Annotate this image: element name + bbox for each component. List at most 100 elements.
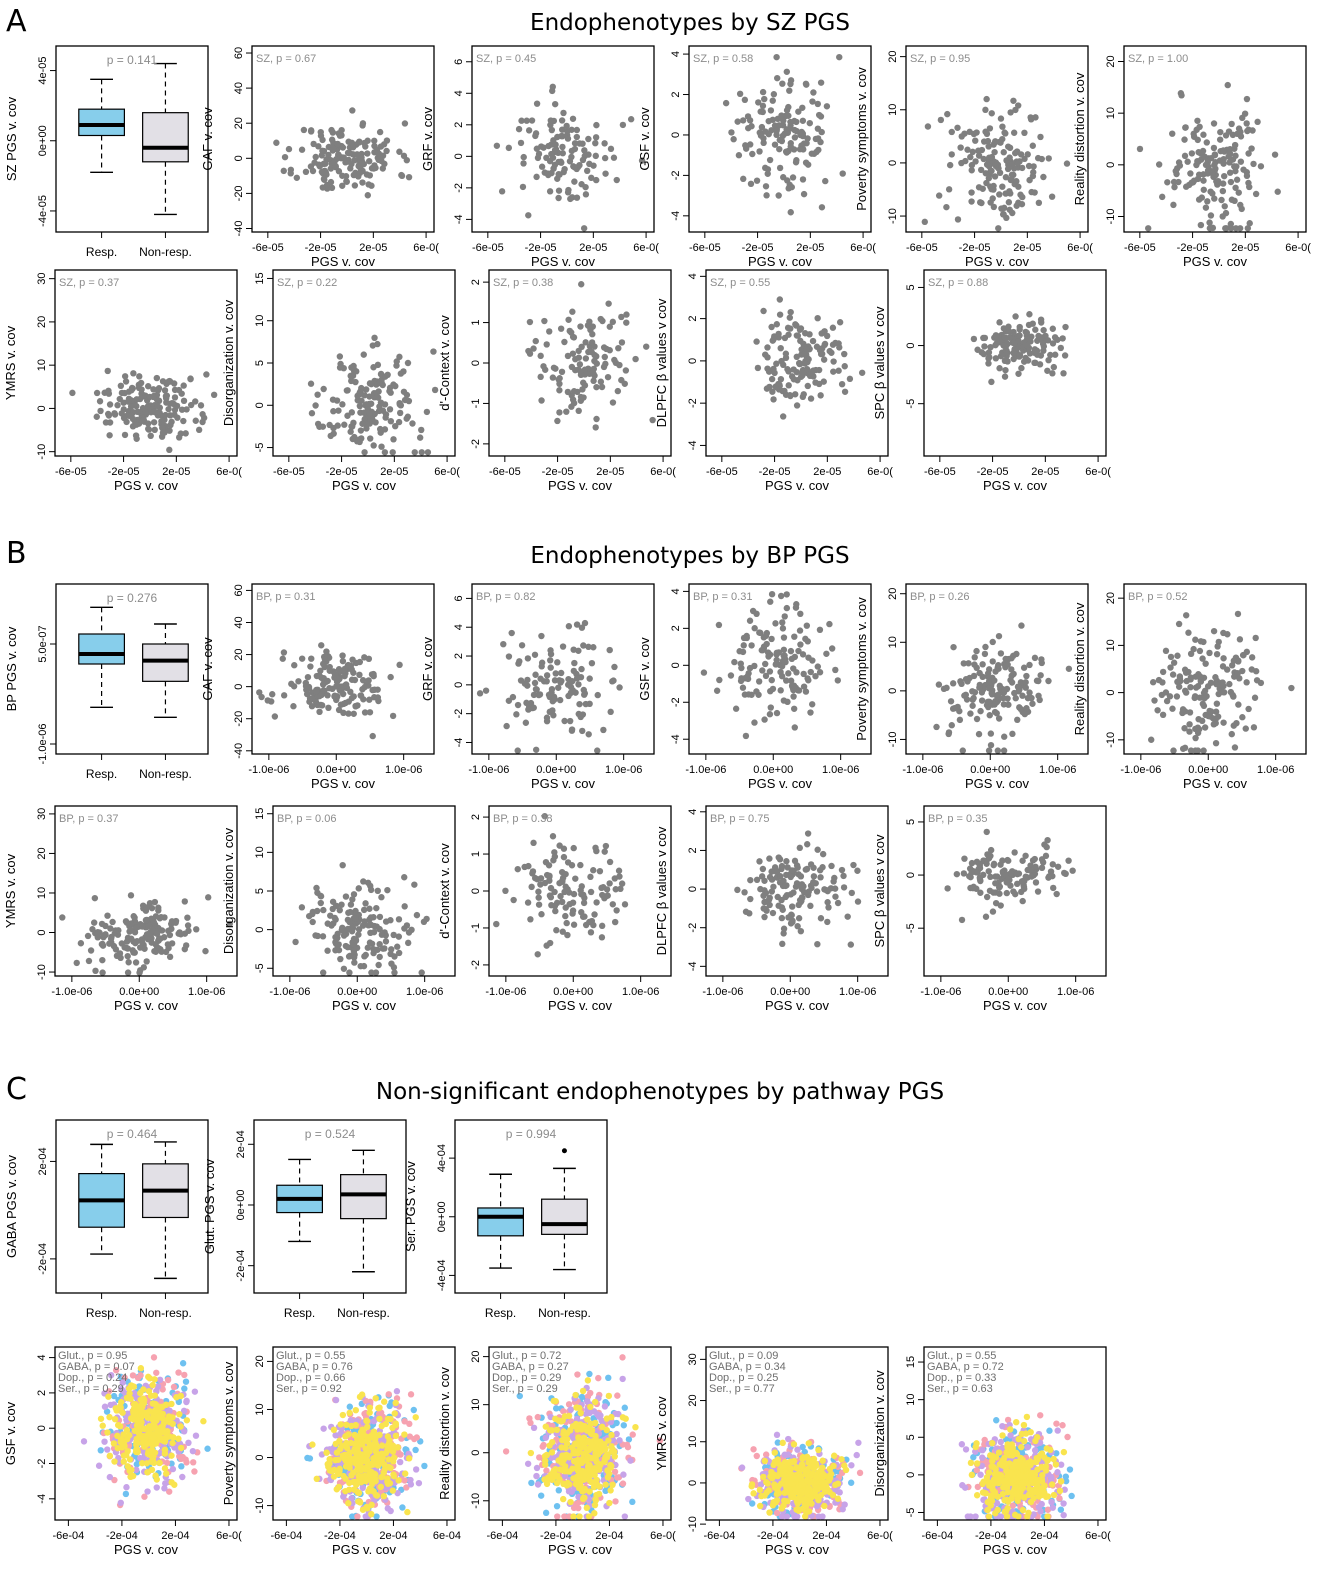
scatter-point bbox=[559, 143, 566, 151]
scatter-point bbox=[1187, 683, 1194, 691]
scatter-point bbox=[1200, 131, 1207, 138]
scatter-point bbox=[561, 717, 568, 725]
y-tick-label: 2 bbox=[687, 847, 699, 853]
scatter-point bbox=[557, 893, 564, 900]
scatter-point bbox=[1045, 874, 1052, 881]
scatter-point bbox=[332, 947, 339, 954]
scatter-point-ser bbox=[134, 1416, 141, 1423]
scatter-point bbox=[976, 669, 983, 677]
scatter-point-glut bbox=[410, 1406, 417, 1414]
scatter-point bbox=[746, 664, 754, 672]
p-value-label: p = 0.524 bbox=[305, 1127, 356, 1141]
scatter-point bbox=[581, 691, 588, 698]
scatter-point bbox=[968, 189, 975, 196]
scatter-point bbox=[314, 391, 321, 398]
scatter-point bbox=[97, 407, 104, 415]
scatter-point bbox=[360, 878, 367, 885]
scatter-point bbox=[558, 117, 566, 124]
scatter-point bbox=[85, 957, 93, 965]
scatter-point bbox=[360, 351, 367, 358]
box-iqr bbox=[477, 1207, 524, 1237]
scatter-point bbox=[1232, 184, 1239, 191]
y-tick-label: 15 bbox=[254, 808, 266, 820]
scatter-point bbox=[794, 923, 801, 930]
scatter-point bbox=[159, 424, 166, 432]
scatter-point bbox=[1012, 149, 1019, 157]
scatter-point bbox=[143, 931, 151, 938]
scatter-point bbox=[127, 927, 134, 934]
scatter-point bbox=[1154, 707, 1161, 714]
scatter-point bbox=[971, 654, 978, 661]
scatter-point bbox=[353, 368, 360, 375]
scatter-point bbox=[337, 701, 345, 708]
scatter-point bbox=[979, 661, 986, 668]
y-tick-label: 0 bbox=[1105, 162, 1117, 168]
scatter-point bbox=[350, 419, 357, 427]
scatter-point bbox=[556, 387, 563, 394]
scatter-point-glut bbox=[625, 1436, 633, 1443]
scatter-point bbox=[69, 389, 76, 397]
scatter-point bbox=[329, 129, 337, 136]
scatter-point bbox=[649, 416, 656, 424]
scatter-point bbox=[976, 199, 984, 206]
x-tick-label: -2e-05 bbox=[977, 466, 1009, 478]
scatter-point bbox=[817, 138, 824, 146]
scatter-point bbox=[742, 142, 749, 149]
scatter-point bbox=[1181, 666, 1189, 673]
scatter-point-ser bbox=[171, 1481, 178, 1488]
y-tick-label: 2 bbox=[470, 279, 482, 285]
scatter-point bbox=[155, 386, 162, 394]
scatter-point bbox=[1032, 326, 1039, 333]
scatter-point bbox=[1204, 198, 1211, 205]
scatter-point bbox=[791, 134, 799, 141]
scatter-point bbox=[600, 726, 607, 734]
scatter-point bbox=[358, 397, 365, 404]
scatter-point bbox=[768, 323, 775, 331]
scatter-point bbox=[797, 610, 804, 618]
scatter-point bbox=[1031, 654, 1039, 662]
scatter-point bbox=[173, 402, 181, 410]
scatter-point-ser bbox=[370, 1455, 377, 1462]
scatter-point bbox=[346, 918, 353, 926]
scatter-point bbox=[586, 318, 593, 325]
scatter-point bbox=[557, 325, 565, 332]
stat-annotation: BP, p = 0.35 bbox=[928, 813, 987, 825]
y-tick-label: -1 bbox=[470, 923, 482, 933]
scatter-point bbox=[1246, 183, 1253, 191]
scatter-point bbox=[810, 864, 817, 871]
scatter-point bbox=[1044, 367, 1051, 374]
scatter-point bbox=[476, 690, 484, 697]
scatter-point bbox=[367, 921, 375, 929]
scatter-point bbox=[812, 672, 819, 680]
scatter-point bbox=[548, 169, 555, 177]
scatter-point bbox=[1050, 884, 1057, 892]
scatter-point bbox=[996, 169, 1004, 177]
scatter-point bbox=[1005, 199, 1013, 206]
scatter-point-dop bbox=[191, 1388, 199, 1395]
scatter-point bbox=[1243, 95, 1251, 103]
scatter-point bbox=[1006, 154, 1013, 161]
scatter-point-gaba bbox=[137, 1372, 144, 1379]
scatter-point-ser bbox=[131, 1427, 139, 1435]
scatter-point bbox=[370, 442, 377, 449]
scatter-point bbox=[396, 148, 403, 155]
scatter-point bbox=[548, 685, 556, 693]
scatter-point bbox=[1022, 354, 1029, 362]
scatter-point bbox=[530, 839, 537, 847]
scatter-point bbox=[138, 386, 145, 393]
scatter-point bbox=[396, 353, 403, 361]
scatter-point bbox=[1226, 169, 1234, 176]
scatter-point bbox=[794, 332, 802, 339]
scatter-point bbox=[974, 346, 981, 353]
scatter-point bbox=[307, 663, 314, 670]
scatter-point bbox=[606, 323, 613, 330]
scatter-point bbox=[1032, 879, 1040, 886]
scatter-point bbox=[985, 360, 992, 367]
scatter-point bbox=[1210, 721, 1218, 728]
x-tick-label: -1.0e-06 bbox=[685, 764, 726, 776]
scatter-point bbox=[144, 383, 152, 390]
scatter-point bbox=[770, 396, 777, 403]
scatter-point bbox=[800, 670, 807, 678]
scatter-point bbox=[155, 907, 162, 914]
scatter-point bbox=[320, 906, 327, 914]
